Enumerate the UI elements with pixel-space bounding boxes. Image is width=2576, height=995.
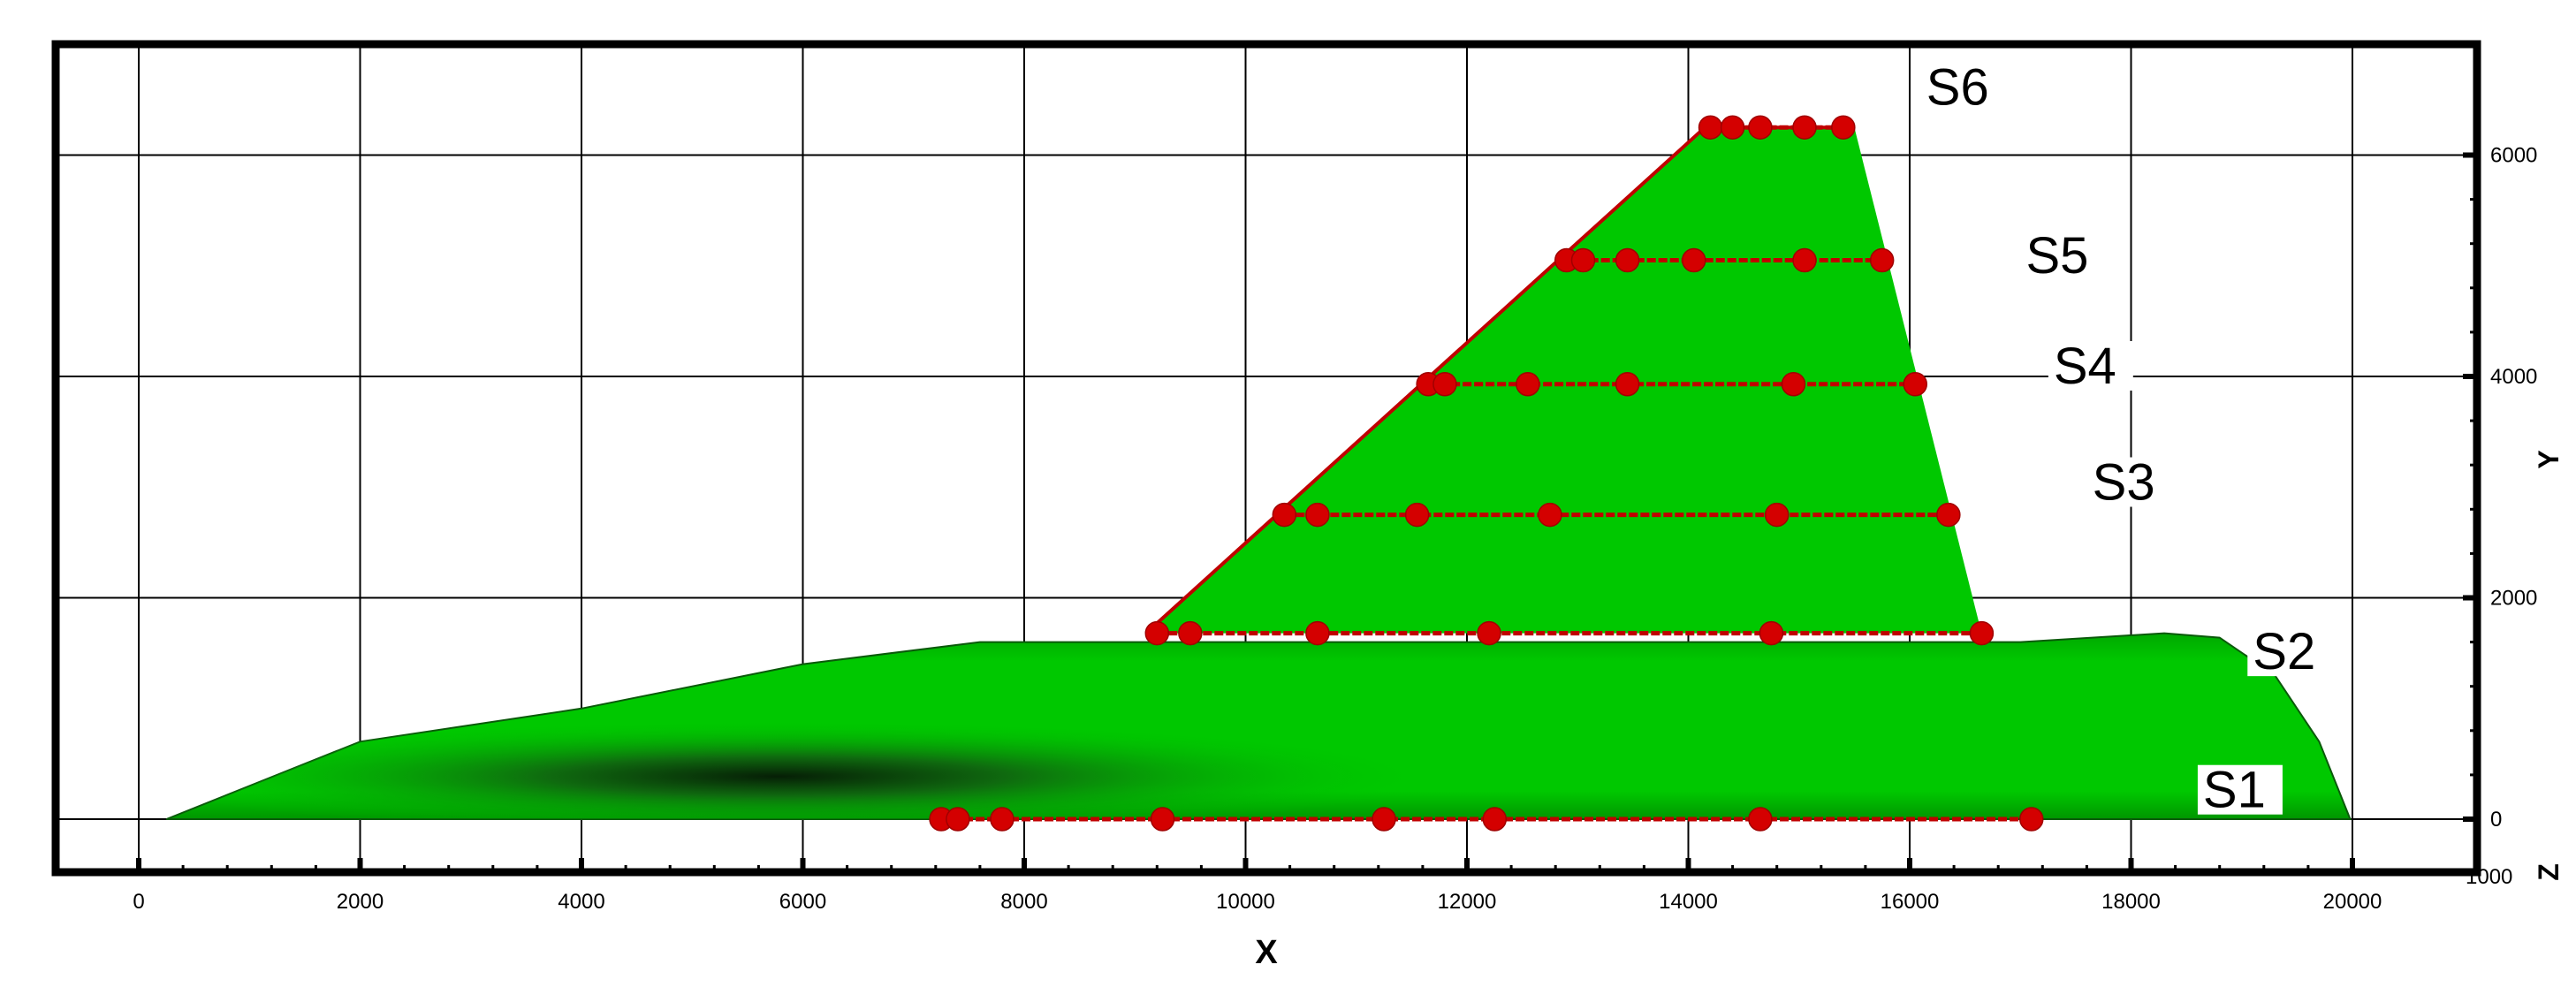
station-point-s1 [1150, 807, 1175, 832]
station-labels: S1 S2 S3 S4 S5 S6 [1920, 58, 2333, 819]
station-point-s1 [1748, 807, 1773, 832]
x-tick-label: 8000 [1000, 890, 1047, 914]
station-label-s1: S1 [2203, 762, 2266, 819]
station-point-s6 [1748, 115, 1773, 140]
station-point-s5 [1682, 247, 1706, 273]
station-label-s6: S6 [1926, 58, 1989, 116]
station-point-s6 [1698, 115, 1723, 140]
x-tick-label: 0 [133, 890, 144, 914]
station-label-bg [2086, 457, 2172, 507]
station-lines [929, 115, 2044, 832]
station-point-s3 [1305, 502, 1330, 528]
station-point-s4 [1516, 372, 1540, 397]
station-label-bg [2197, 764, 2283, 815]
y-axis-ticks: 0 2000 4000 6000 [2463, 144, 2537, 832]
station-point-s1 [2019, 807, 2044, 832]
station-label-s2: S2 [2253, 623, 2315, 680]
y-tick-label: 6000 [2490, 144, 2537, 168]
station-point-s4 [1432, 372, 1457, 397]
station-point-s5 [1869, 247, 1895, 273]
x-tick-label: 10000 [1216, 890, 1275, 914]
station-point-s2 [1477, 620, 1501, 646]
plot-frame [51, 40, 2481, 877]
station-label-s3: S3 [2093, 454, 2155, 512]
station-point-s2 [1178, 620, 1203, 646]
station-label-bg [1920, 62, 2006, 112]
x-axis-label: X [1255, 934, 1278, 971]
station-label-s5: S5 [2026, 227, 2089, 285]
station-point-s3 [1538, 502, 1562, 528]
x-tick-label: 16000 [1881, 890, 1940, 914]
x-tick-label: 14000 [1659, 890, 1718, 914]
x-tick-label: 20000 [2323, 890, 2382, 914]
station-point-s5 [1570, 247, 1596, 273]
station-label-bg [2020, 230, 2106, 280]
station-point-s2 [1759, 620, 1784, 646]
station-point-s4 [1903, 372, 1928, 397]
z-axis-label: Z [2533, 863, 2565, 881]
y-axis-label: Y [2533, 450, 2565, 468]
station-point-s2 [1969, 620, 1995, 646]
x-tick-label: 18000 [2101, 890, 2161, 914]
station-point-s1 [946, 807, 970, 832]
station-point-s3 [1764, 502, 1790, 528]
wing-surface [1145, 127, 1982, 634]
station-point-s3 [1404, 502, 1430, 528]
station-point-s1 [1482, 807, 1508, 832]
x-tick-label: 2000 [337, 890, 384, 914]
x-tick-label: 4000 [558, 890, 604, 914]
x-axis-ticks: 0 2000 4000 6000 8000 10000 12000 14000 16000 180… [133, 858, 2382, 914]
station-label-bg [2247, 627, 2333, 677]
station-point-s4 [1781, 372, 1806, 397]
station-point-s5 [1792, 247, 1817, 273]
corner-axis-label: 1000 [2466, 865, 2512, 889]
station-label-bg [2048, 341, 2133, 391]
station-point-s2 [1144, 620, 1170, 646]
station-point-s3 [1936, 502, 1961, 528]
station-point-s1 [990, 807, 1014, 832]
station-label-s4: S4 [2054, 338, 2116, 395]
station-point-s1 [1372, 807, 1396, 832]
y-tick-label: 2000 [2490, 587, 2537, 611]
fuselage-shading [166, 633, 2351, 819]
station-point-s4 [1615, 372, 1640, 397]
station-point-s6 [1720, 115, 1745, 140]
station-point-s2 [1305, 620, 1330, 646]
x-tick-label: 6000 [779, 890, 826, 914]
station-point-s6 [1831, 115, 1856, 140]
x-tick-label: 12000 [1438, 890, 1497, 914]
station-point-s6 [1792, 115, 1817, 140]
y-tick-label: 4000 [2490, 365, 2537, 389]
station-point-s3 [1272, 502, 1297, 528]
station-point-s5 [1615, 247, 1640, 273]
y-tick-label: 0 [2490, 808, 2502, 832]
